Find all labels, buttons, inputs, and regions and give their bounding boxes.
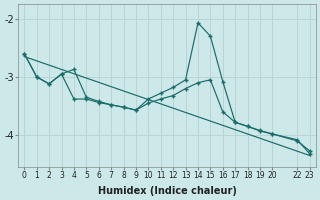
X-axis label: Humidex (Indice chaleur): Humidex (Indice chaleur): [98, 186, 236, 196]
